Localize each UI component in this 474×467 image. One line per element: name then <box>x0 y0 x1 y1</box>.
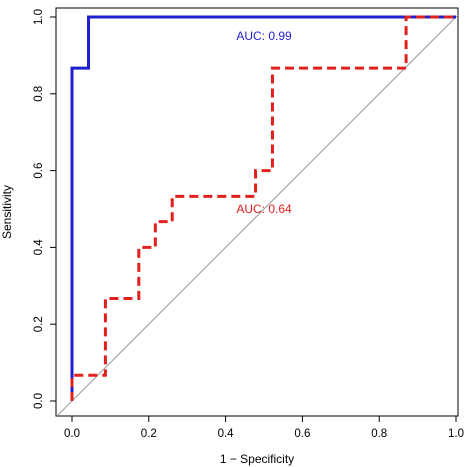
auc-annotation-2: AUC: 0.64 <box>236 202 292 216</box>
y-tick-label: 0.0 <box>33 393 45 409</box>
y-tick-label: 0.8 <box>33 86 45 102</box>
y-tick-label: 0.6 <box>33 163 45 179</box>
y-axis-label: Sensitivity <box>0 185 14 239</box>
y-tick-label: 1.0 <box>33 9 45 25</box>
plot-frame <box>55 7 459 417</box>
x-tick-label: 0.0 <box>64 428 80 440</box>
auc-annotation-1: AUC: 0.99 <box>236 29 292 43</box>
x-axis-label: 1 − Specificity <box>220 452 294 466</box>
x-tick-label: 1.0 <box>448 428 464 440</box>
y-tick-label: 0.2 <box>33 316 45 332</box>
plot-border <box>55 7 459 417</box>
x-tick-label: 0.6 <box>294 428 310 440</box>
roc-curve-series-1 <box>70 15 456 401</box>
x-tick-label: 0.4 <box>218 428 235 440</box>
y-tick-label: 0.4 <box>33 239 45 256</box>
roc-curve-series-2 <box>70 15 456 401</box>
x-tick-label: 0.2 <box>141 428 157 440</box>
reference-diagonal-line <box>56 14 459 417</box>
x-tick-label: 0.8 <box>371 428 387 440</box>
